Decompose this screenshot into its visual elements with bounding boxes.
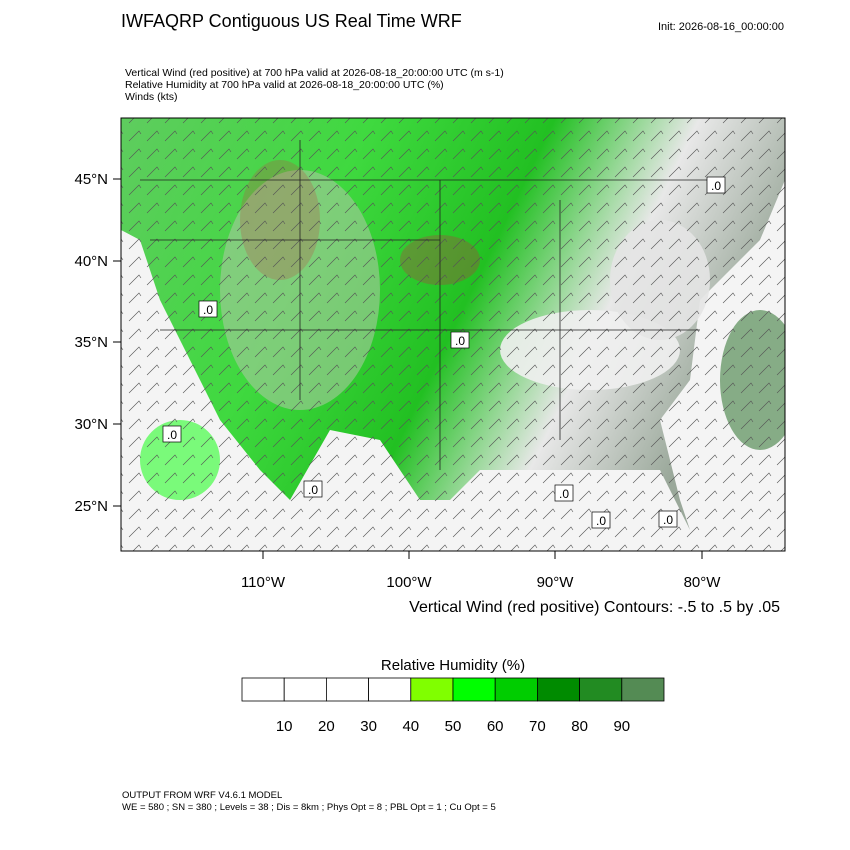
contour-label: .0	[559, 487, 569, 501]
colorbar-label: 50	[445, 718, 462, 735]
colorbar-label: 30	[360, 718, 377, 735]
colorbar: 10 20 30 40 50 60 70 80 90	[241, 677, 665, 735]
map	[121, 118, 785, 551]
contour-note: Vertical Wind (red positive) Contours: -…	[409, 599, 780, 616]
contour-label: .0	[711, 179, 721, 193]
colorbar-box	[325, 677, 369, 702]
colorbar-box	[621, 677, 665, 702]
colorbar-label: 40	[402, 718, 419, 735]
contour-label-box	[706, 176, 726, 194]
contour-label-box	[658, 510, 678, 528]
colorbar-box	[537, 677, 581, 702]
colorbar-label: 70	[529, 718, 546, 735]
colorbar-label: 80	[571, 718, 588, 735]
colorbar-label: 60	[487, 718, 504, 735]
colorbar-label: 90	[613, 718, 630, 735]
footer-line: WE = 580 ; SN = 380 ; Levels = 38 ; Dis …	[122, 802, 496, 813]
lat-label: 25°N	[74, 498, 108, 515]
colorbar-title: Relative Humidity (%)	[381, 657, 525, 674]
map-labels: 45°N 40°N 35°N 30°N 25°N 110°W 100°W 90°W 80°W .0…	[74, 171, 726, 591]
header-line: Vertical Wind (red positive) at 700 hPa …	[125, 67, 504, 79]
contour-label: .0	[203, 303, 213, 317]
colorbar-box	[368, 677, 412, 702]
contour-label-box	[198, 300, 218, 318]
title: IWFAQRP Contiguous US Real Time WRF	[121, 11, 462, 31]
lon-label: 90°W	[537, 574, 575, 591]
colorbar-box	[579, 677, 623, 702]
contour-label-box	[591, 511, 611, 529]
state-borders	[140, 140, 720, 470]
header-lines: Vertical Wind (red positive) at 700 hPa …	[125, 67, 504, 103]
lon-label: 80°W	[684, 574, 722, 591]
lon-label: 110°W	[241, 574, 286, 591]
lon-label: 100°W	[386, 574, 432, 591]
contour-label-box	[554, 484, 574, 502]
colorbar-box	[283, 677, 327, 702]
colorbar-box	[452, 677, 496, 702]
lat-label: 40°N	[74, 253, 108, 270]
map-frame	[120, 117, 786, 552]
lat-label: 45°N	[74, 171, 108, 188]
footer-line: OUTPUT FROM WRF V4.6.1 MODEL	[122, 790, 282, 801]
header-line: Relative Humidity at 700 hPa valid at 20…	[125, 79, 444, 91]
contour-label: .0	[308, 483, 318, 497]
lat-label: 35°N	[74, 334, 108, 351]
contour-label: .0	[167, 428, 177, 442]
contour-label-box	[450, 331, 470, 349]
init-time: Init: 2026-08-16_00:00:00	[658, 21, 784, 33]
contour-label: .0	[596, 514, 606, 528]
contour-label-box	[162, 425, 182, 443]
colorbar-label: 10	[276, 718, 293, 735]
colorbar-box	[494, 677, 538, 702]
contour-label: .0	[663, 513, 673, 527]
header-line: Winds (kts)	[125, 91, 178, 103]
contour-label: .0	[455, 334, 465, 348]
lat-label: 30°N	[74, 416, 108, 433]
colorbar-box	[241, 677, 285, 702]
contour-label-box	[303, 480, 323, 498]
colorbar-box	[410, 677, 454, 702]
colorbar-label: 20	[318, 718, 335, 735]
